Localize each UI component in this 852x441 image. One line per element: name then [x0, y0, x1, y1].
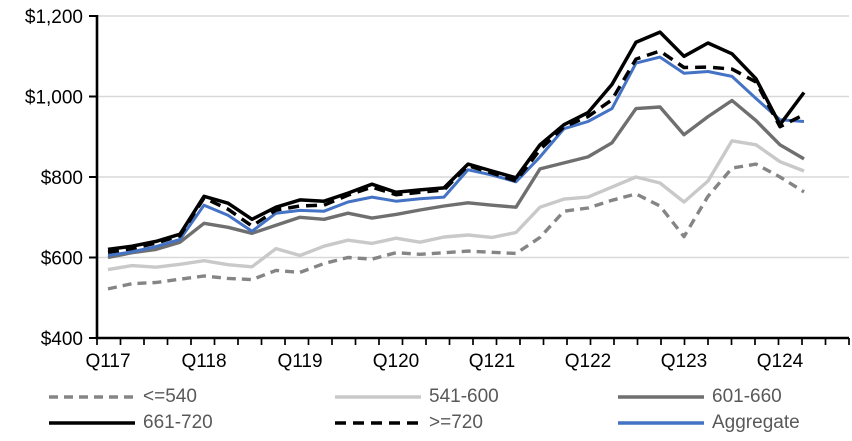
- series-line-ge-720: [107, 49, 805, 255]
- legend-item-601-660: 601-660: [617, 385, 782, 409]
- x-tick-label-Q123: Q123: [661, 351, 707, 372]
- legend-item-541-600: 541-600: [334, 385, 499, 409]
- x-tick-label-Q124: Q124: [757, 351, 804, 372]
- y-tick-label-400: $400: [41, 329, 83, 350]
- x-tick-label-Q117: Q117: [85, 351, 130, 372]
- legend-label-le-540: <=540: [143, 386, 197, 407]
- y-tick-label-600: $600: [41, 249, 83, 270]
- series-line-661-720: [107, 30, 806, 252]
- line-chart-plot-area: $400 $600 $800 $1,000 $1,200 Q117 Q118 Q119 Q120…: [25, 7, 850, 372]
- series-line-541-600: [107, 139, 805, 272]
- legend-swatch-ge-720-dashed-line-icon: [334, 418, 422, 428]
- legend-label-661-720: 661-720: [143, 412, 213, 433]
- x-tick-label-Q119: Q119: [277, 351, 322, 372]
- legend-item-ge-720: >=720: [334, 411, 483, 435]
- x-tick-label-Q122: Q122: [565, 351, 611, 372]
- x-tick-label-Q121: Q121: [469, 351, 515, 372]
- legend-label-541-600: 541-600: [429, 386, 499, 407]
- series-line-601-660: [107, 98, 805, 260]
- legend-swatch-aggregate-line-icon: [617, 418, 705, 428]
- x-tick-label-Q120: Q120: [373, 351, 419, 372]
- legend-label-aggregate: Aggregate: [712, 412, 800, 433]
- legend-item-le-540: <=540: [48, 385, 197, 409]
- legend-label-601-660: 601-660: [712, 386, 782, 407]
- series-line-aggregate: [107, 55, 805, 257]
- legend-swatch-541-600-line-icon: [334, 392, 422, 402]
- legend-swatch-601-660-line-icon: [617, 392, 705, 402]
- x-tick-label-Q118: Q118: [181, 351, 226, 372]
- legend-swatch-le-540-dashed-line-icon: [48, 392, 136, 402]
- legend-label-ge-720: >=720: [429, 412, 483, 433]
- y-tick-label-1000: $1,000: [25, 88, 83, 109]
- legend-swatch-661-720-line-icon: [48, 418, 136, 428]
- y-tick-label-1200: $1,200: [25, 7, 83, 28]
- y-tick-label-800: $800: [41, 168, 83, 189]
- legend-item-aggregate: Aggregate: [617, 411, 800, 435]
- legend-item-661-720: 661-720: [48, 411, 213, 435]
